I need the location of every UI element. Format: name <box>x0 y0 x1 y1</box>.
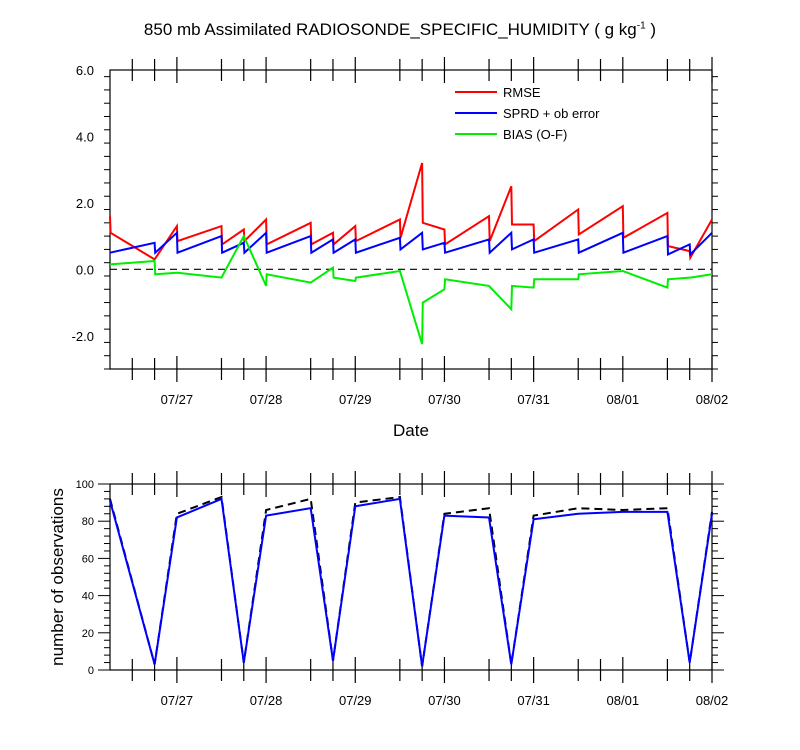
bottom-xtick-label: 07/29 <box>339 693 372 708</box>
title-units: ( g kg <box>594 20 637 39</box>
legend-label-0: RMSE <box>503 85 541 100</box>
bottom-ytick-label: 0 <box>88 665 94 677</box>
top-plot-frame <box>109 69 713 370</box>
bottom-xtick-label: 07/27 <box>161 693 194 708</box>
top-ytick-label: 4.0 <box>76 129 94 144</box>
top-xtick-label: 07/29 <box>339 392 372 407</box>
bottom-xtick-label: 07/30 <box>428 693 461 708</box>
title-units-close: ) <box>645 20 657 39</box>
y-axis-title: number of observations <box>48 488 67 666</box>
legend-label-2: BIAS (O-F) <box>503 127 567 142</box>
title-text: 850 mb Assimilated RADIOSONDE_SPECIFIC_H… <box>143 20 590 39</box>
bottom-ytick-label: 80 <box>82 516 94 528</box>
obs-series-line-1 <box>109 497 713 667</box>
title-units-exponent: -1 <box>636 20 646 32</box>
top-xtick-label: 08/02 <box>696 392 729 407</box>
chart-title: 850 mb Assimilated RADIOSONDE_SPECIFIC_H… <box>0 20 800 40</box>
top-xtick-label: 07/31 <box>517 392 550 407</box>
obs-series-line-0 <box>109 495 713 667</box>
top-xtick-label: 08/01 <box>607 392 640 407</box>
top-xtick-label: 07/30 <box>428 392 461 407</box>
top-ytick-label: -2.0 <box>72 329 94 344</box>
series-line-0 <box>109 162 713 261</box>
top-xtick-label: 07/27 <box>161 392 194 407</box>
legend-label-1: SPRD + ob error <box>503 106 600 121</box>
top-ytick-label: 0.0 <box>76 262 94 277</box>
top-xtick-label: 07/28 <box>250 392 283 407</box>
bottom-ytick-label: 60 <box>82 553 94 565</box>
series-line-1 <box>109 230 713 257</box>
bottom-plot-frame <box>109 483 713 671</box>
bottom-ytick-label: 100 <box>76 479 94 491</box>
bottom-xtick-label: 07/31 <box>517 693 550 708</box>
series-line-2 <box>109 233 713 345</box>
bottom-xtick-label: 08/02 <box>696 693 729 708</box>
x-axis-title: Date <box>393 421 429 440</box>
bottom-xtick-label: 08/01 <box>607 693 640 708</box>
top-ytick-label: 2.0 <box>76 196 94 211</box>
bottom-ytick-label: 20 <box>82 628 94 640</box>
bottom-xtick-label: 07/28 <box>250 693 283 708</box>
bottom-ytick-label: 40 <box>82 591 94 603</box>
top-ytick-label: 6.0 <box>76 63 94 78</box>
